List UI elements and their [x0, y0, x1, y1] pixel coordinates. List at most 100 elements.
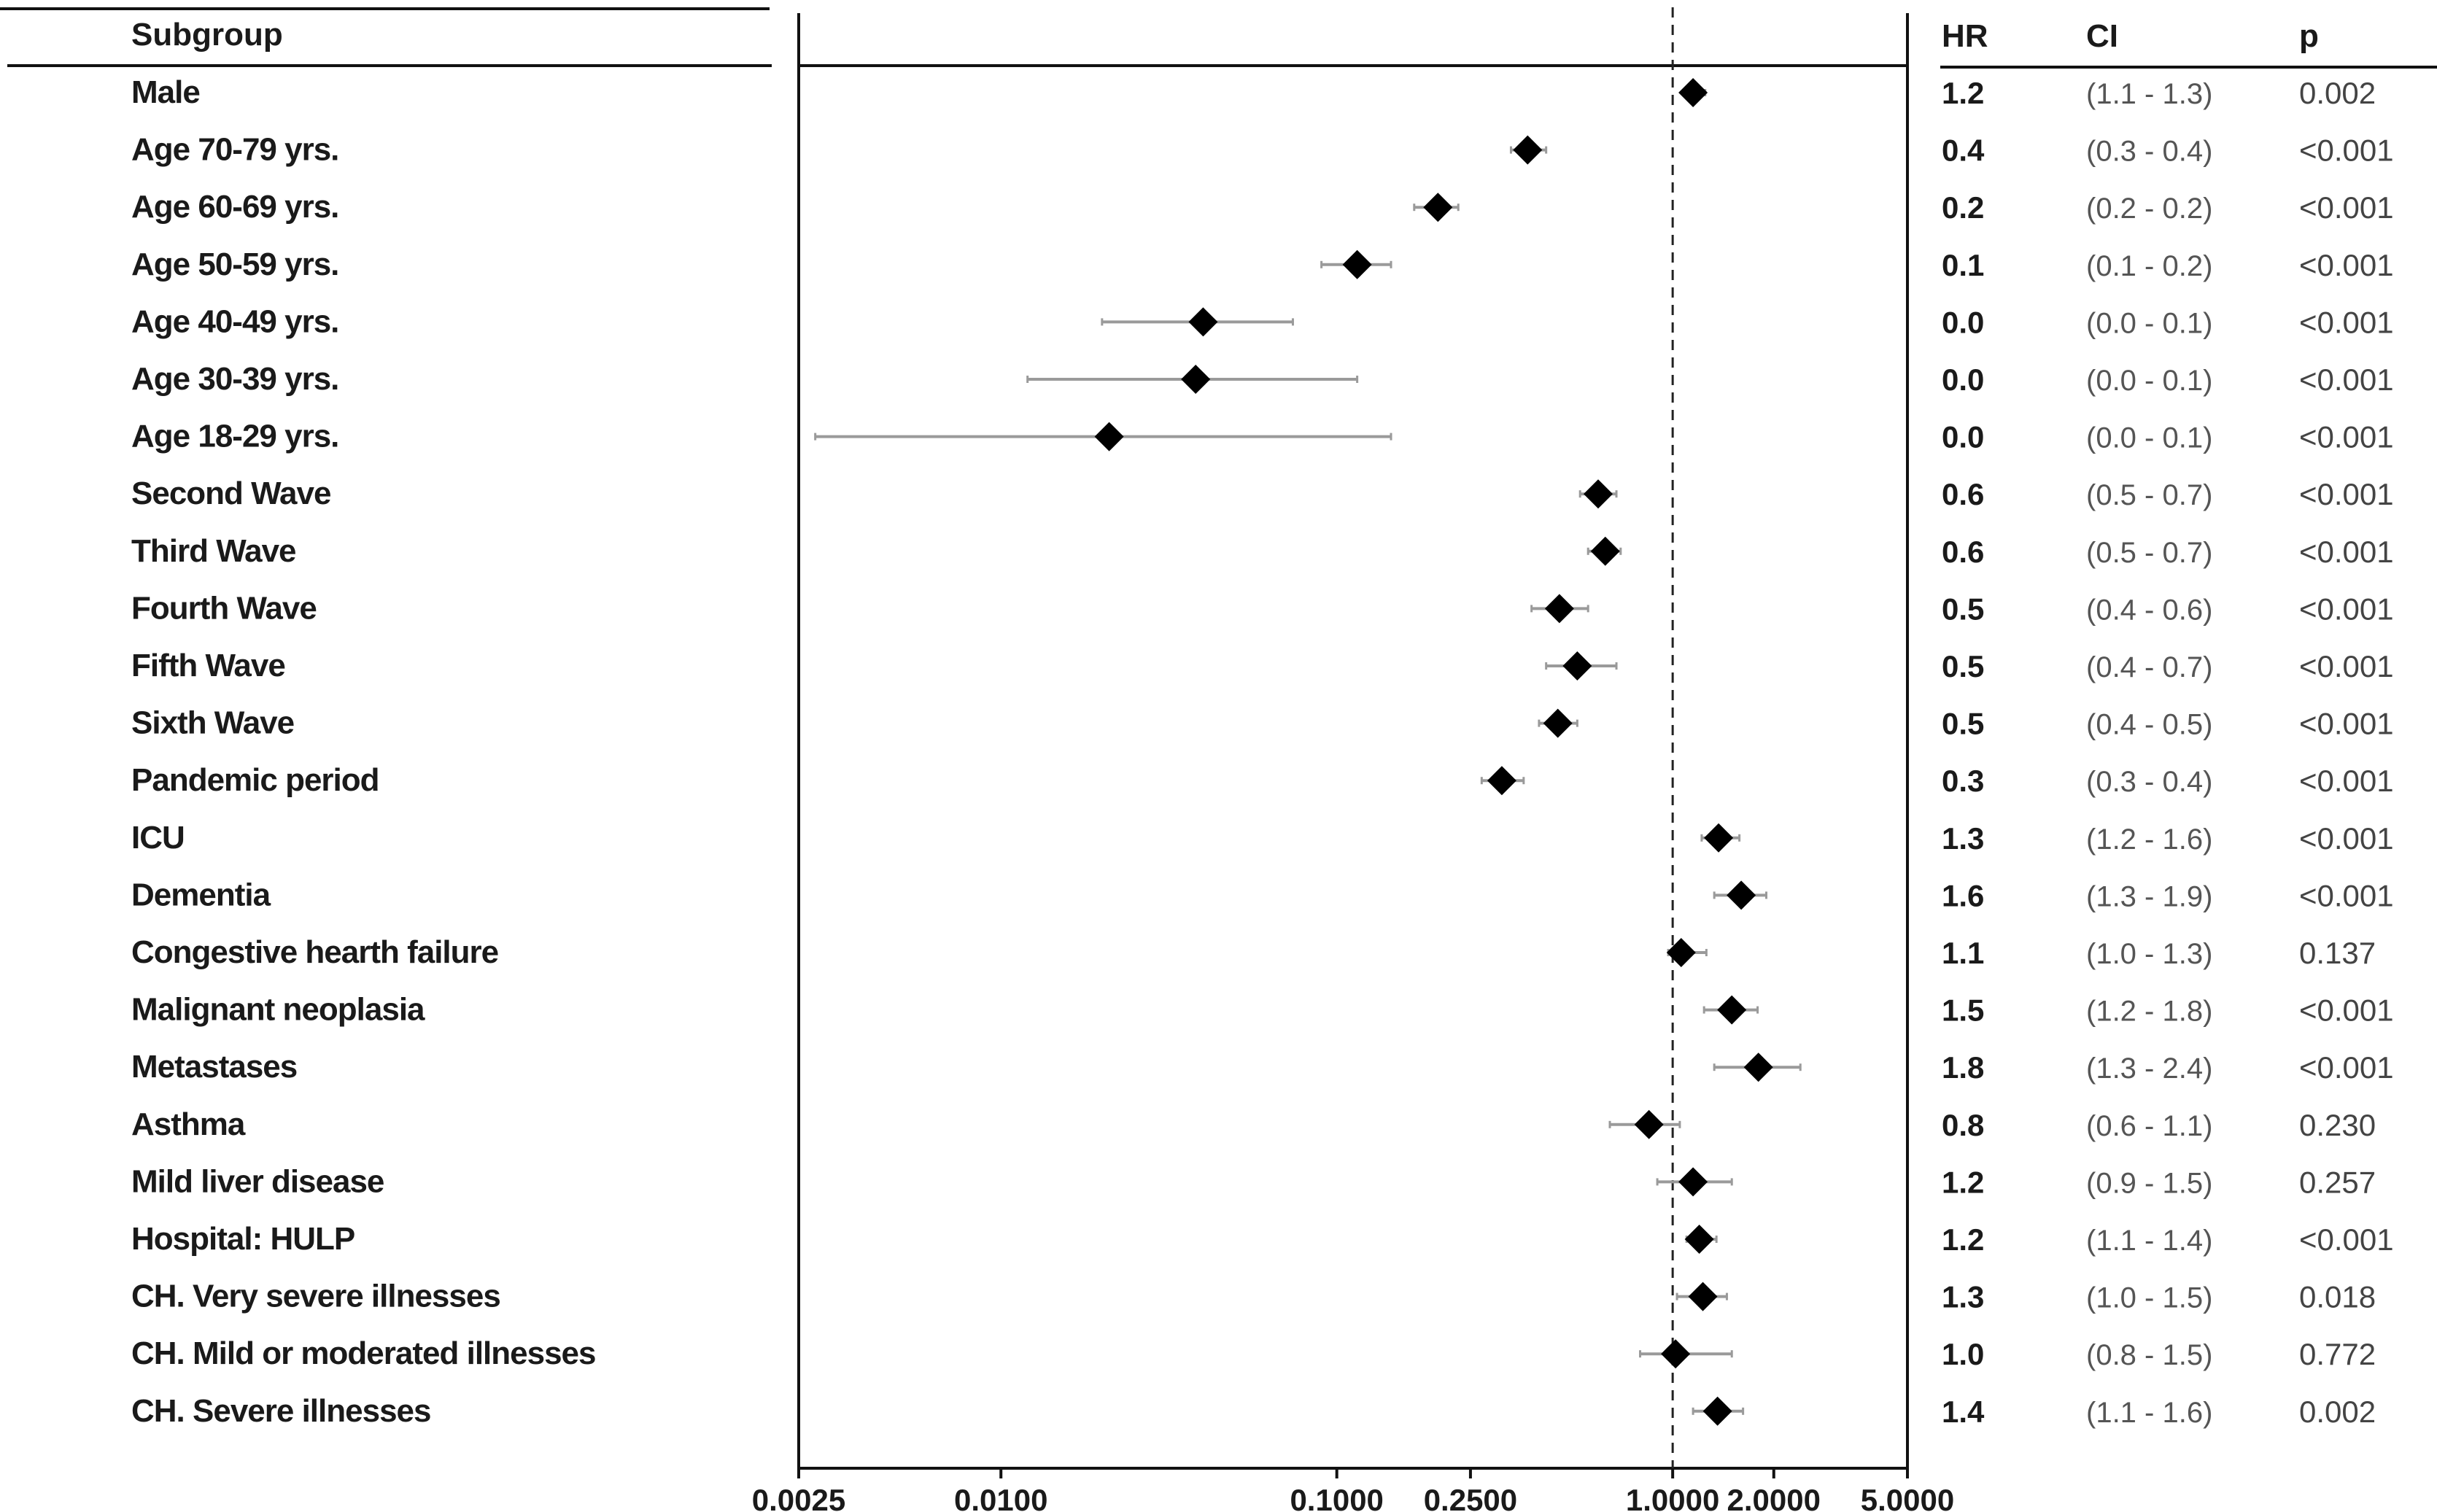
point-estimate-diamond [1094, 422, 1124, 451]
x-tick-label: 1.0000 [1626, 1483, 1719, 1512]
point-estimate-diamond [1678, 1167, 1708, 1197]
subgroup-label: Age 50-59 yrs. [131, 247, 338, 282]
forest-row: Third Wave 0.6 (0.5 - 0.7) <0.001 [131, 533, 2394, 569]
ci-value: (0.4 - 0.6) [2086, 594, 2212, 626]
point-estimate-diamond [1181, 365, 1211, 394]
header-hr: HR [1942, 18, 1988, 54]
subgroup-label: Asthma [131, 1106, 246, 1142]
subgroup-label: Hospital: HULP [131, 1221, 354, 1257]
forest-row: Age 70-79 yrs. 0.4 (0.3 - 0.4) <0.001 [131, 132, 2394, 168]
point-estimate-diamond [1543, 708, 1573, 738]
point-estimate-diamond [1583, 479, 1613, 509]
p-value: <0.001 [2299, 190, 2394, 225]
ci-value: (1.2 - 1.8) [2086, 996, 2212, 1028]
ci-value: (0.4 - 0.7) [2086, 651, 2212, 683]
ci-value: (1.3 - 1.9) [2086, 880, 2212, 912]
header-ci: CI [2086, 18, 2118, 54]
p-value: <0.001 [2299, 535, 2394, 569]
hr-value: 1.3 [1942, 821, 1984, 856]
hr-value: 0.1 [1942, 248, 1984, 282]
hr-value: 0.6 [1942, 535, 1984, 569]
forest-row: Hospital: HULP 1.2 (1.1 - 1.4) <0.001 [131, 1221, 2394, 1257]
forest-row: Age 60-69 yrs. 0.2 (0.2 - 0.2) <0.001 [131, 189, 2394, 225]
subgroup-label: CH. Very severe illnesses [131, 1279, 500, 1314]
forest-rows: Male 1.2 (1.1 - 1.3) 0.002 Age 70-79 yrs. 0.4… [131, 74, 2394, 1429]
point-estimate-diamond [1688, 1282, 1718, 1311]
ci-value: (1.2 - 1.6) [2086, 823, 2212, 856]
hr-value: 0.6 [1942, 477, 1984, 511]
point-estimate-diamond [1342, 249, 1372, 279]
p-value: 0.018 [2299, 1280, 2376, 1314]
hr-value: 1.1 [1942, 936, 1984, 970]
forest-row: Congestive hearth failure 1.1 (1.0 - 1.3) 0… [131, 934, 2376, 970]
point-estimate-diamond [1487, 766, 1516, 796]
subgroup-label: Third Wave [131, 533, 296, 569]
point-estimate-diamond [1717, 995, 1747, 1025]
forest-row: ICU 1.3 (1.2 - 1.6) <0.001 [131, 820, 2394, 856]
subgroup-label: CH. Mild or moderated illnesses [131, 1335, 596, 1371]
x-tick-label: 0.0100 [954, 1483, 1047, 1512]
point-estimate-diamond [1678, 78, 1708, 107]
hr-value: 0.0 [1942, 420, 1984, 454]
point-estimate-diamond [1188, 307, 1218, 337]
p-value: 0.002 [2299, 76, 2376, 110]
ci-value: (1.3 - 2.4) [2086, 1052, 2212, 1085]
subgroup-label: Male [131, 74, 200, 110]
forest-row: Age 30-39 yrs. 0.0 (0.0 - 0.1) <0.001 [131, 361, 2394, 397]
ci-value: (1.0 - 1.5) [2086, 1282, 2212, 1314]
p-value: <0.001 [2299, 649, 2394, 683]
p-value: <0.001 [2299, 821, 2394, 856]
subgroup-label: Age 60-69 yrs. [131, 189, 338, 225]
x-axis-ticks: 0.0025 0.0100 0.1000 0.2500 1.0000 2.0000 5.00… [752, 1468, 1954, 1512]
p-value: <0.001 [2299, 707, 2394, 741]
subgroup-label: Mild liver disease [131, 1163, 384, 1199]
ci-value: (0.9 - 1.5) [2086, 1167, 2212, 1199]
forest-row: Metastases 1.8 (1.3 - 2.4) <0.001 [131, 1049, 2394, 1085]
p-value: <0.001 [2299, 363, 2394, 397]
hr-value: 1.3 [1942, 1280, 1984, 1314]
point-estimate-diamond [1702, 1396, 1732, 1426]
ci-value: (0.3 - 0.4) [2086, 136, 2212, 168]
hr-value: 1.4 [1942, 1395, 1985, 1429]
ci-value: (0.6 - 1.1) [2086, 1110, 2212, 1142]
p-value: <0.001 [2299, 993, 2394, 1028]
p-value: 0.257 [2299, 1165, 2376, 1199]
point-estimate-diamond [1727, 880, 1756, 910]
subgroup-label: Age 18-29 yrs. [131, 419, 338, 454]
subgroup-label: ICU [131, 820, 185, 856]
subgroup-label: Congestive hearth failure [131, 934, 498, 970]
point-estimate-diamond [1684, 1225, 1714, 1254]
hr-value: 1.8 [1942, 1050, 1984, 1085]
hr-value: 0.0 [1942, 305, 1984, 339]
x-tick-label: 2.0000 [1727, 1483, 1821, 1512]
hr-value: 0.0 [1942, 363, 1984, 397]
x-tick-label: 5.0000 [1861, 1483, 1954, 1512]
forest-row: Second Wave 0.6 (0.5 - 0.7) <0.001 [131, 476, 2394, 511]
forest-row: Mild liver disease 1.2 (0.9 - 1.5) 0.257 [131, 1163, 2376, 1199]
hr-value: 0.4 [1942, 133, 1985, 168]
forest-row: CH. Severe illnesses 1.4 (1.1 - 1.6) 0.002 [131, 1393, 2376, 1429]
x-tick-label: 0.1000 [1290, 1483, 1383, 1512]
forest-row: Asthma 0.8 (0.6 - 1.1) 0.230 [131, 1106, 2376, 1142]
hr-value: 0.2 [1942, 190, 1984, 225]
point-estimate-diamond [1704, 823, 1734, 853]
subgroup-label: Malignant neoplasia [131, 992, 425, 1028]
subgroup-label: Dementia [131, 877, 271, 912]
forest-row: CH. Very severe illnesses 1.3 (1.0 - 1.5) 0… [131, 1279, 2376, 1314]
hr-value: 1.6 [1942, 878, 1984, 912]
ci-value: (0.2 - 0.2) [2086, 193, 2212, 225]
hr-value: 1.2 [1942, 1222, 1984, 1257]
hr-value: 1.2 [1942, 76, 1984, 110]
header-p: p [2299, 18, 2319, 54]
p-value: 0.002 [2299, 1395, 2376, 1429]
point-estimate-diamond [1661, 1339, 1691, 1369]
p-value: <0.001 [2299, 764, 2394, 798]
p-value: <0.001 [2299, 1050, 2394, 1085]
p-value: <0.001 [2299, 420, 2394, 454]
hr-value: 1.2 [1942, 1165, 1984, 1199]
hr-value: 0.3 [1942, 764, 1984, 798]
p-value: <0.001 [2299, 248, 2394, 282]
forest-row: Age 40-49 yrs. 0.0 (0.0 - 0.1) <0.001 [131, 303, 2394, 339]
p-value: <0.001 [2299, 305, 2394, 339]
